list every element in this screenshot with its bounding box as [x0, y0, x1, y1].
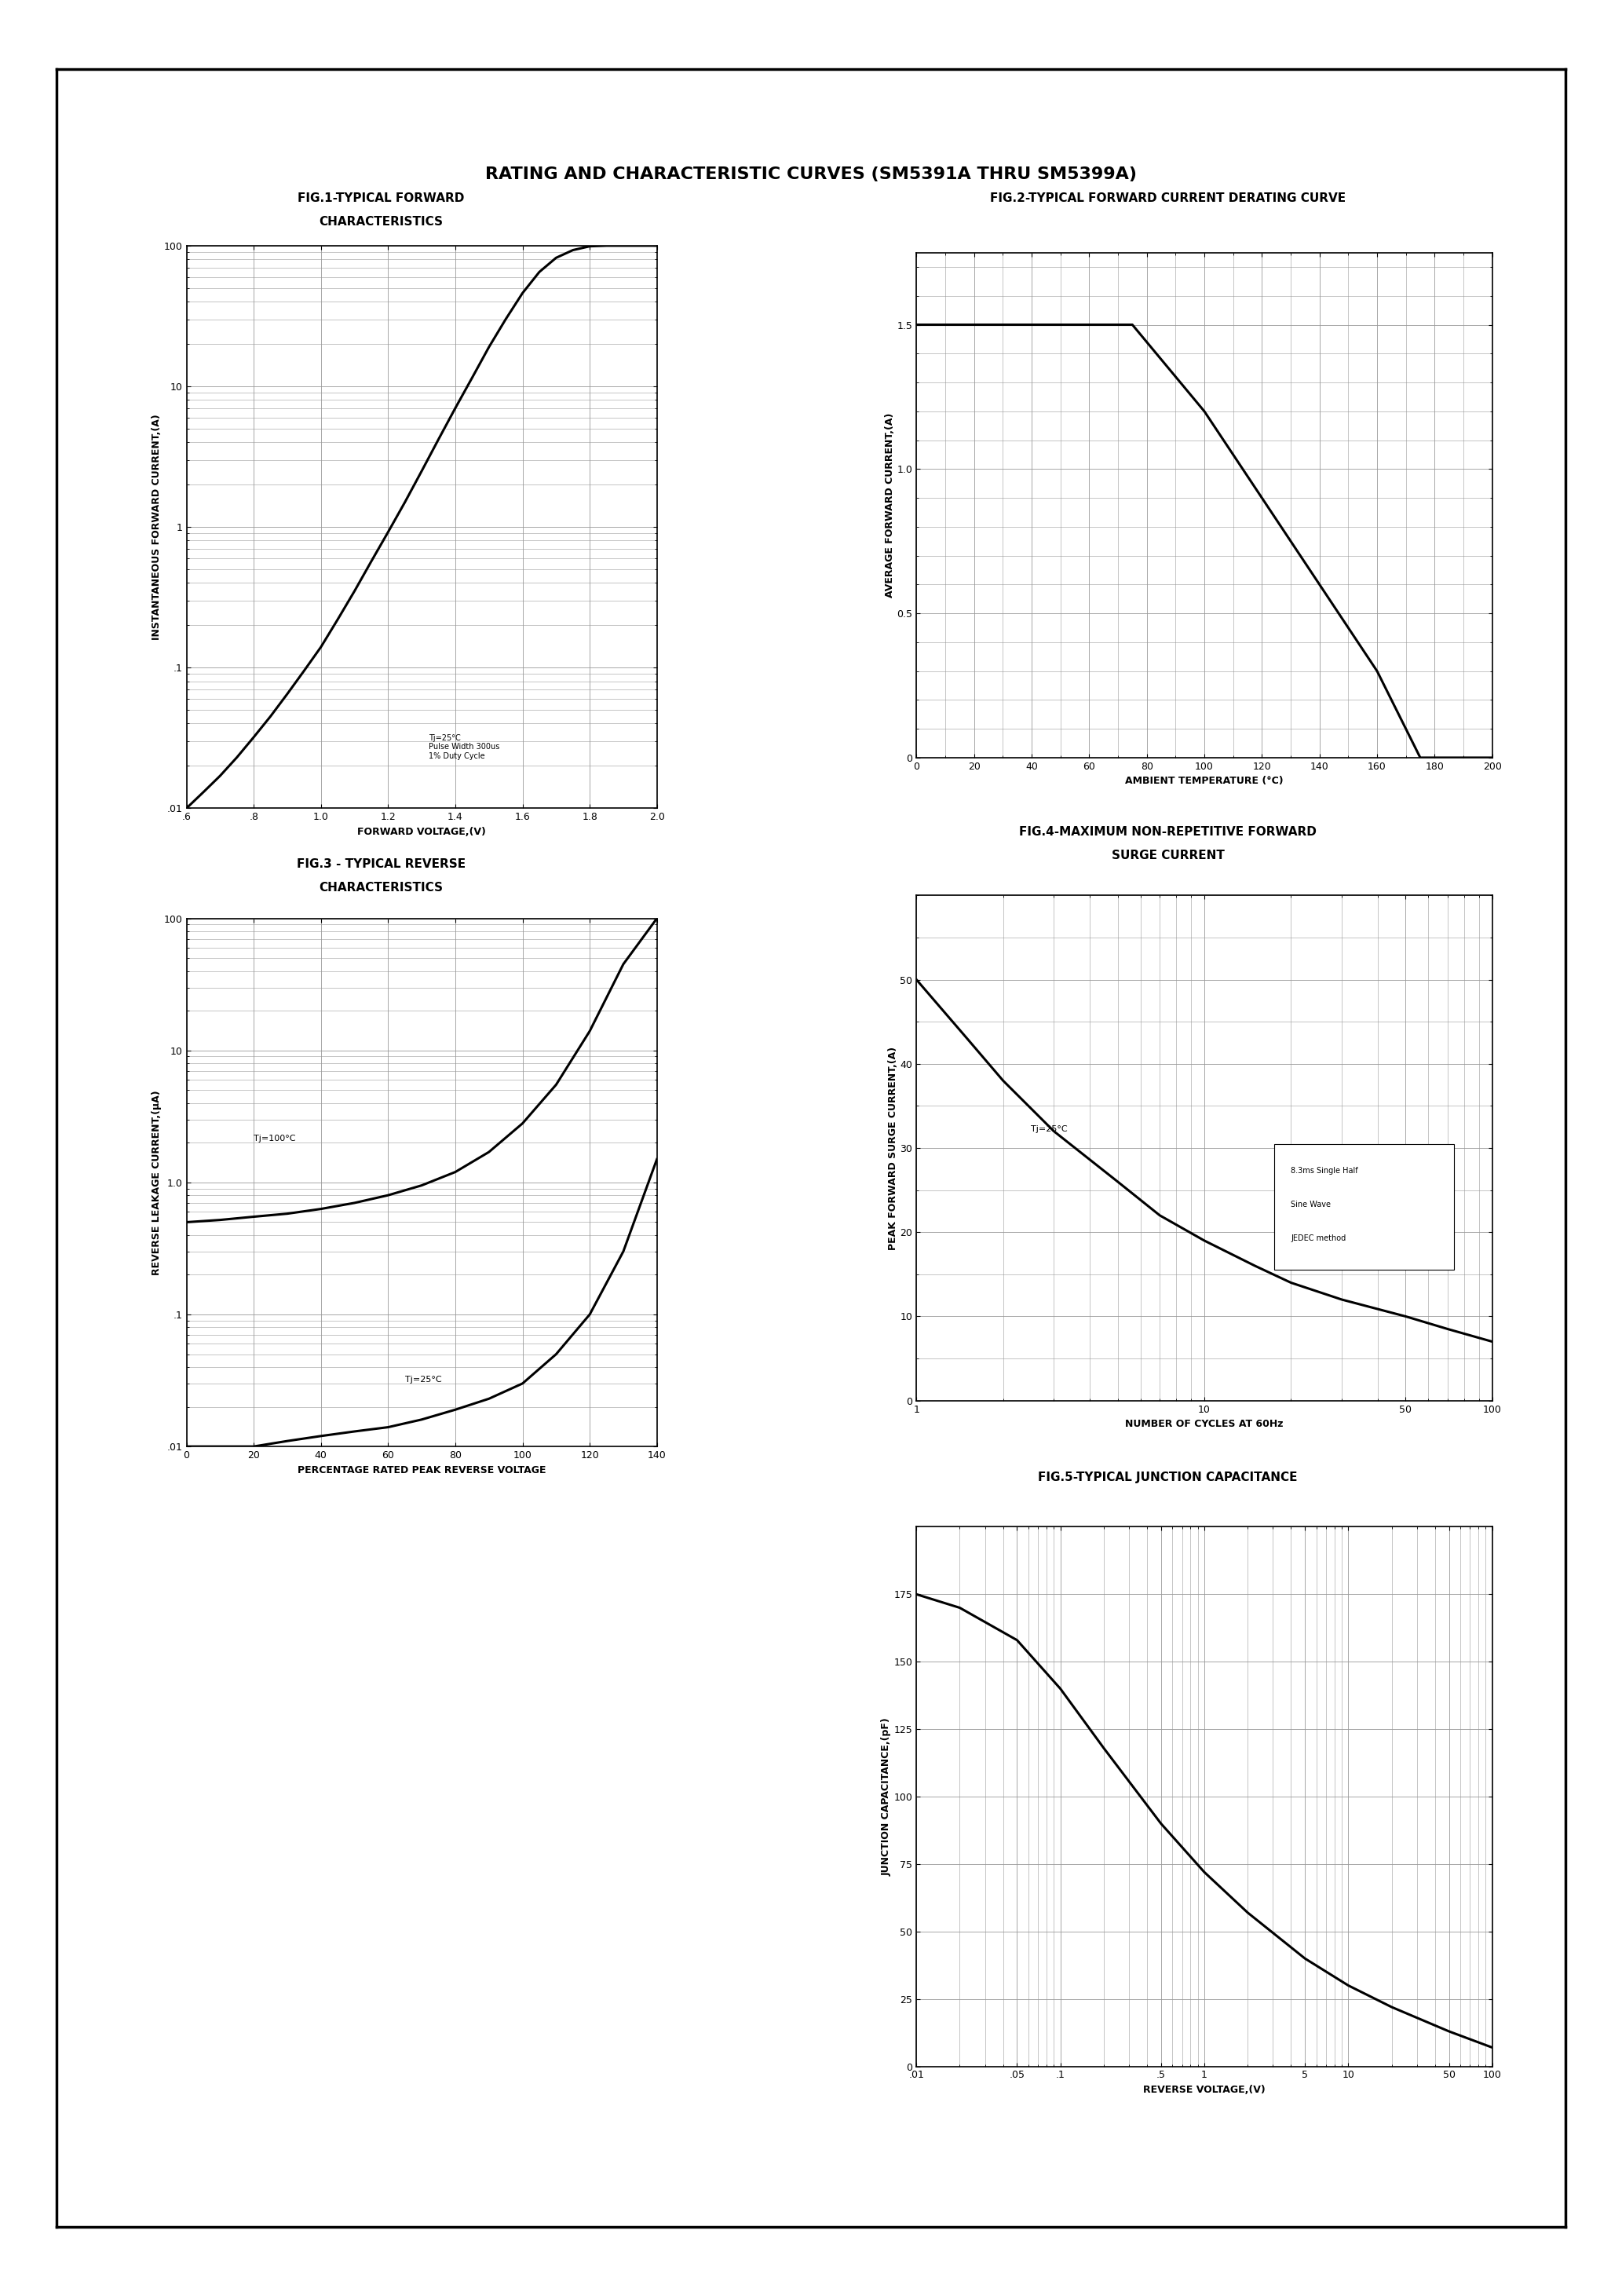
Y-axis label: INSTANTANEOUS FORWARD CURRENT,(A): INSTANTANEOUS FORWARD CURRENT,(A)	[151, 413, 162, 641]
Text: SURGE CURRENT: SURGE CURRENT	[1111, 850, 1225, 861]
Text: JEDEC method: JEDEC method	[1291, 1235, 1346, 1242]
Y-axis label: REVERSE LEAKAGE CURRENT,(μA): REVERSE LEAKAGE CURRENT,(μA)	[151, 1091, 162, 1274]
Text: FIG.1-TYPICAL FORWARD: FIG.1-TYPICAL FORWARD	[298, 193, 464, 204]
Text: JEDEC method: JEDEC method	[1291, 1235, 1346, 1242]
Text: FIG.3 - TYPICAL REVERSE: FIG.3 - TYPICAL REVERSE	[297, 859, 466, 870]
Y-axis label: AVERAGE FORWARD CURRENT,(A): AVERAGE FORWARD CURRENT,(A)	[884, 413, 895, 597]
X-axis label: FORWARD VOLTAGE,(V): FORWARD VOLTAGE,(V)	[357, 827, 487, 836]
Text: 8.3ms Single Half: 8.3ms Single Half	[1291, 1166, 1358, 1176]
Text: Sine Wave: Sine Wave	[1291, 1201, 1332, 1208]
Y-axis label: PEAK FORWARD SURGE CURRENT,(A): PEAK FORWARD SURGE CURRENT,(A)	[887, 1047, 899, 1249]
Text: FIG.5-TYPICAL JUNCTION CAPACITANCE: FIG.5-TYPICAL JUNCTION CAPACITANCE	[1038, 1472, 1298, 1483]
Text: Tj=25°C
Pulse Width 300us
1% Duty Cycle: Tj=25°C Pulse Width 300us 1% Duty Cycle	[428, 735, 500, 760]
Text: Tj=25°C: Tj=25°C	[406, 1375, 441, 1384]
Text: 8.3ms Single Half: 8.3ms Single Half	[1291, 1166, 1358, 1176]
Text: RATING AND CHARACTERISTIC CURVES (SM5391A THRU SM5399A): RATING AND CHARACTERISTIC CURVES (SM5391…	[485, 168, 1137, 181]
FancyBboxPatch shape	[1275, 1143, 1453, 1270]
X-axis label: PERCENTAGE RATED PEAK REVERSE VOLTAGE: PERCENTAGE RATED PEAK REVERSE VOLTAGE	[297, 1465, 547, 1474]
X-axis label: NUMBER OF CYCLES AT 60Hz: NUMBER OF CYCLES AT 60Hz	[1126, 1419, 1283, 1428]
Text: Tj=100°C: Tj=100°C	[253, 1134, 295, 1143]
X-axis label: REVERSE VOLTAGE,(V): REVERSE VOLTAGE,(V)	[1144, 2085, 1265, 2094]
Text: Tj=25°C: Tj=25°C	[1032, 1125, 1067, 1132]
X-axis label: AMBIENT TEMPERATURE (°C): AMBIENT TEMPERATURE (°C)	[1126, 776, 1283, 785]
Text: CHARACTERISTICS: CHARACTERISTICS	[320, 216, 443, 227]
Text: CHARACTERISTICS: CHARACTERISTICS	[320, 882, 443, 893]
Text: Sine Wave: Sine Wave	[1291, 1201, 1332, 1208]
Y-axis label: JUNCTION CAPACITANCE,(pF): JUNCTION CAPACITANCE,(pF)	[881, 1717, 892, 1876]
Text: FIG.2-TYPICAL FORWARD CURRENT DERATING CURVE: FIG.2-TYPICAL FORWARD CURRENT DERATING C…	[989, 193, 1346, 204]
Text: FIG.4-MAXIMUM NON-REPETITIVE FORWARD: FIG.4-MAXIMUM NON-REPETITIVE FORWARD	[1019, 827, 1317, 838]
